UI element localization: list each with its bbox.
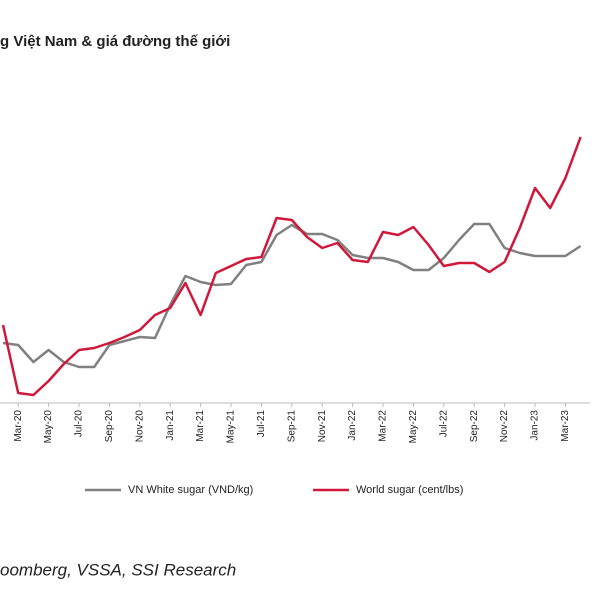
x-tick-label: Sep-20	[104, 410, 115, 443]
x-tick-label: Jul-22	[438, 410, 449, 438]
x-tick-label: Sep-21	[286, 410, 297, 443]
x-tick-label: May-22	[408, 410, 419, 444]
series-line	[2, 222, 582, 369]
x-tick-label: Mar-20	[13, 410, 24, 442]
x-tick-label: Mar-22	[378, 410, 389, 442]
x-tick-label: Mar-21	[195, 410, 206, 442]
x-tick-label: Jul-20	[74, 410, 85, 438]
legend-label: World sugar (cent/lbs)	[356, 484, 463, 496]
source: oomberg, VSSA, SSI Research	[0, 560, 236, 579]
x-tick-label: Sep-22	[469, 410, 480, 443]
x-tick-label: Jul-21	[256, 410, 267, 438]
x-tick-label: Jan-21	[165, 410, 176, 441]
x-tick-label: May-21	[226, 410, 237, 444]
x-tick-label: Nov-20	[134, 410, 145, 443]
x-tick-label: Mar-23	[560, 410, 571, 442]
x-tick-label: Nov-21	[317, 410, 328, 443]
chart-title: g Việt Nam & giá đường thế giới	[0, 33, 230, 50]
x-tick-label: May-20	[43, 410, 54, 444]
x-tick-label: Jan-23	[530, 410, 541, 441]
x-tick-label: Nov-22	[499, 410, 510, 443]
series-line	[1, 136, 582, 397]
x-tick-label: Jan-22	[347, 410, 358, 441]
legend-label: VN White sugar (VND/kg)	[128, 484, 253, 496]
